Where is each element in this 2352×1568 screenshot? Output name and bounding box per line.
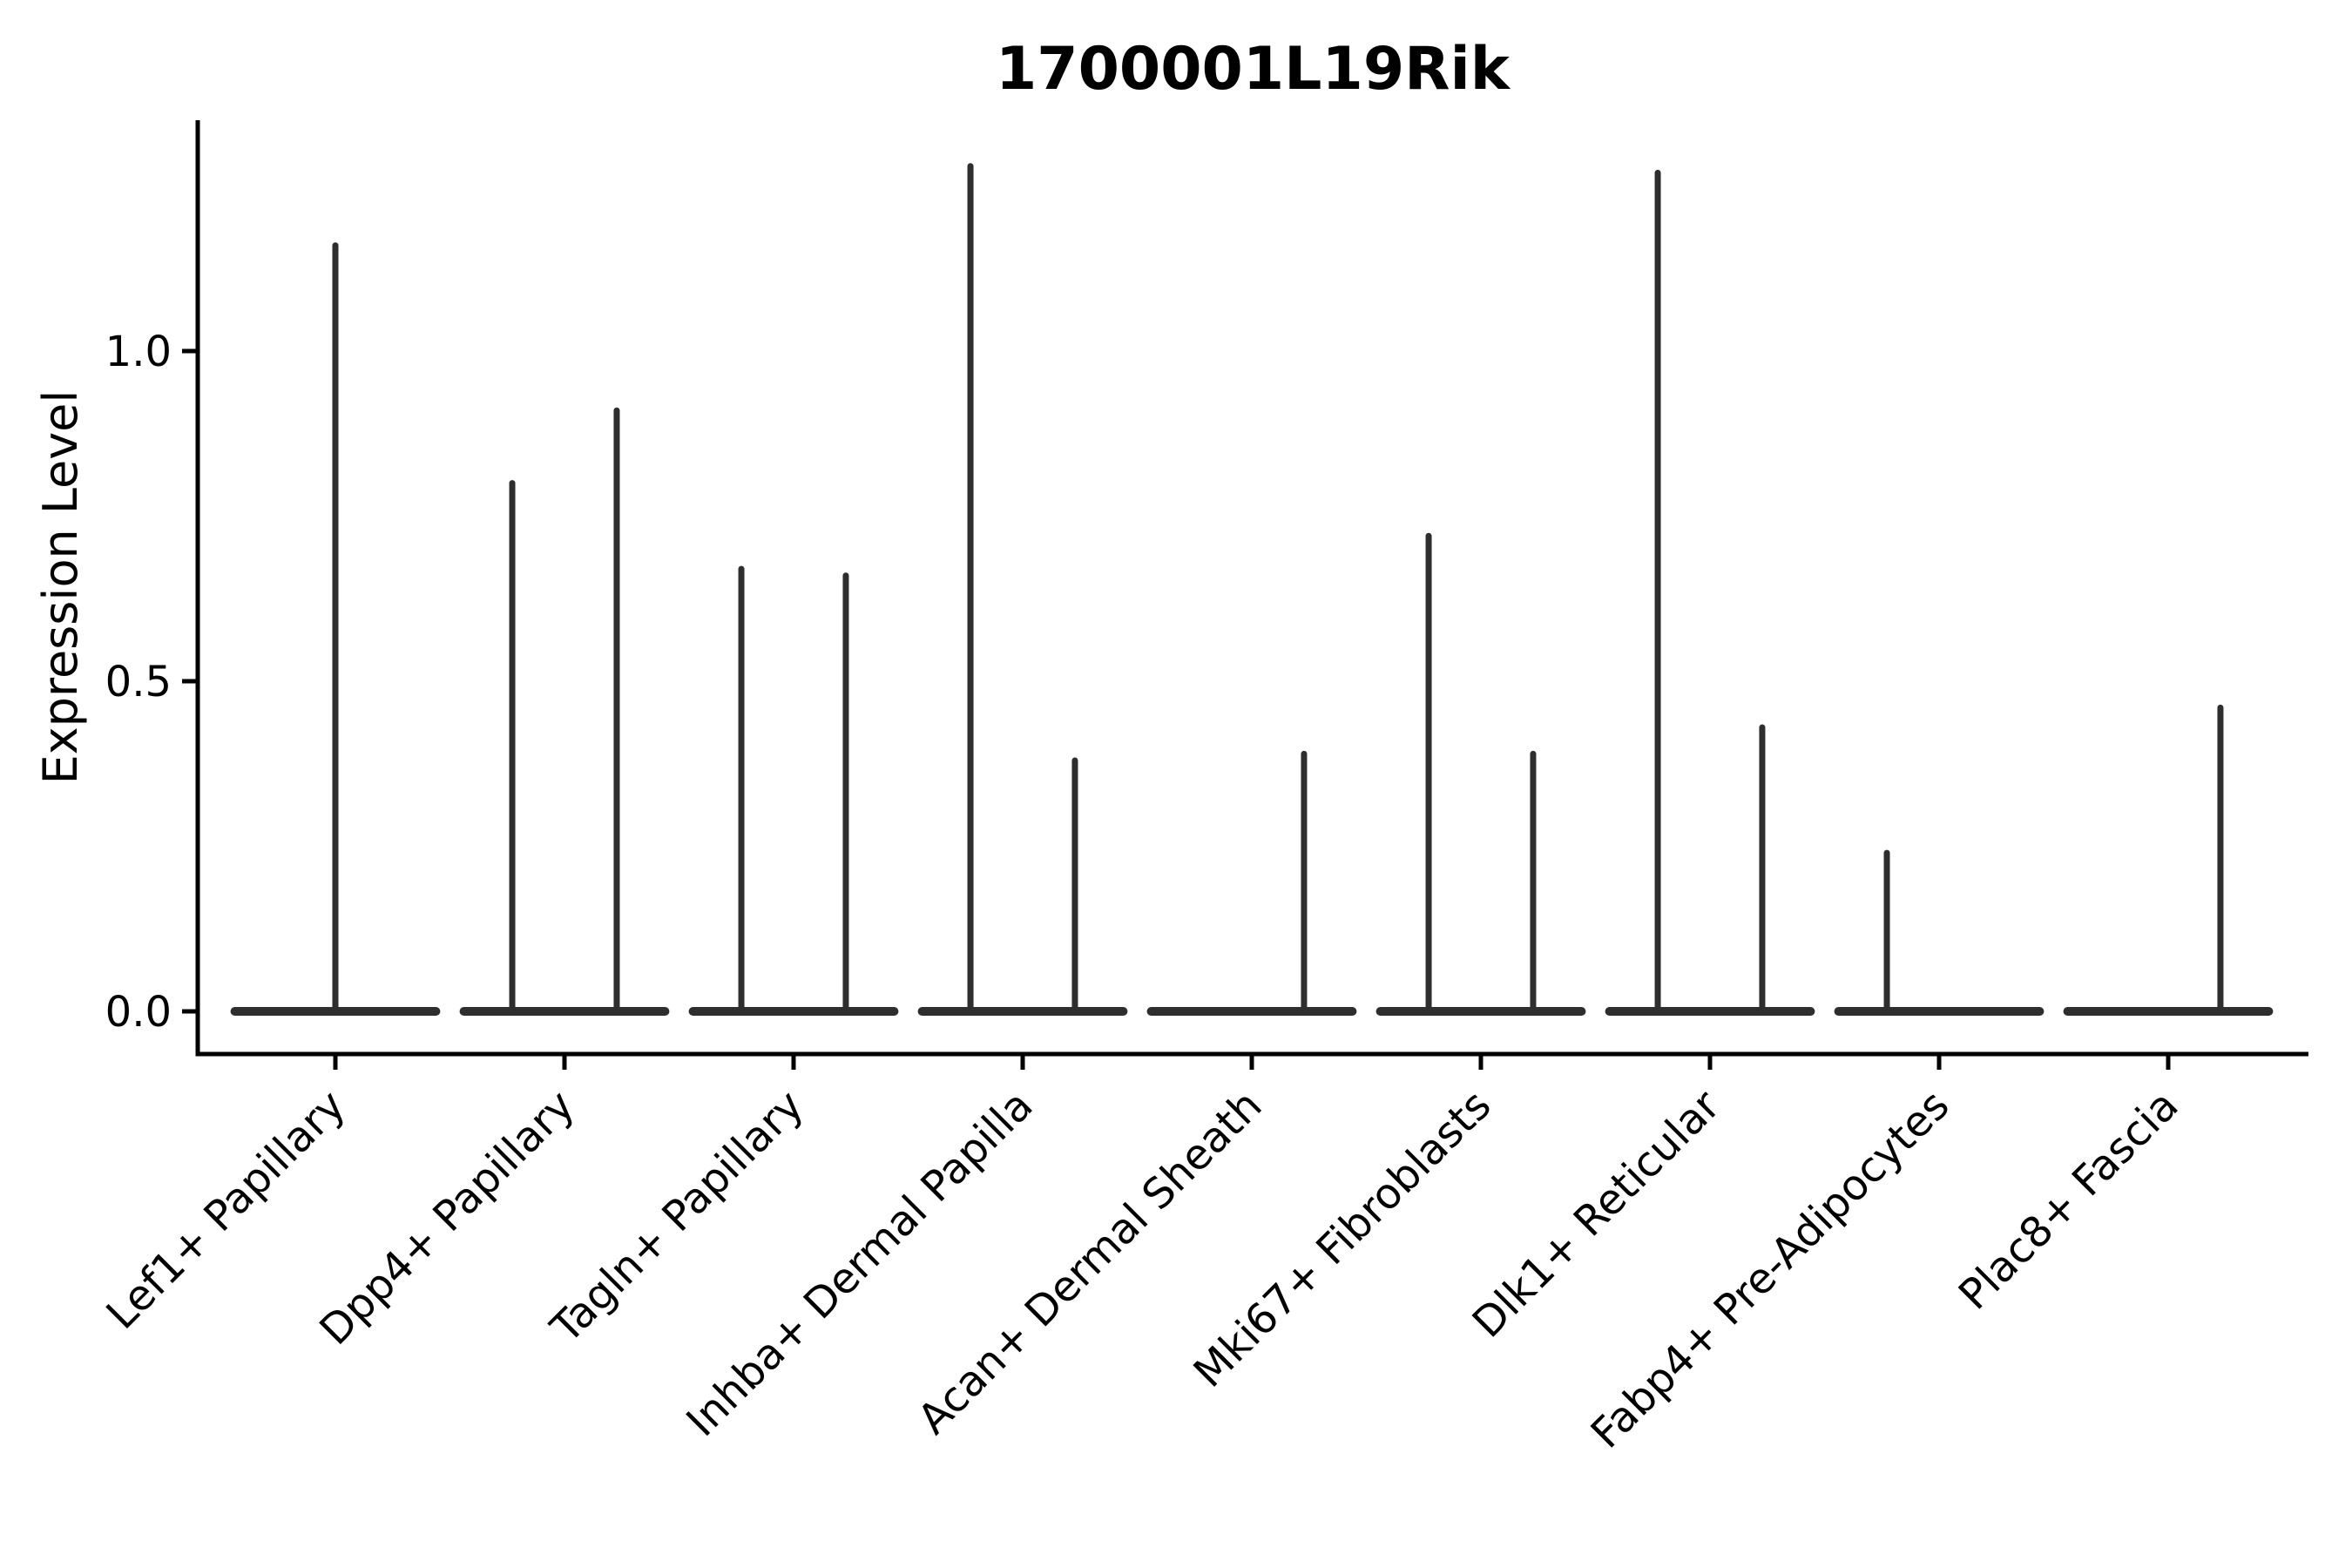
violin-base [1146, 1007, 1357, 1016]
violin [1146, 750, 1357, 1016]
violin [230, 242, 441, 1016]
y-tick-label: 0.5 [105, 658, 172, 706]
violin [2063, 704, 2274, 1016]
y-axis-ticks: 0.0 0.5 1.0 [105, 328, 198, 1037]
violin-base [688, 1007, 899, 1016]
violin [1375, 532, 1586, 1016]
violin-base [1605, 1007, 1815, 1016]
violin-base [2063, 1007, 2274, 1016]
x-tick-label: Tagln+ Papillary [541, 1081, 813, 1353]
violin-base [230, 1007, 441, 1016]
violin-base [1375, 1007, 1586, 1016]
violin [459, 407, 670, 1016]
violin-base [459, 1007, 670, 1016]
violin [1605, 169, 1815, 1016]
x-tick-label: Dlk1+ Reticular [1463, 1081, 1730, 1348]
violin-base [917, 1007, 1128, 1016]
chart-title: 1700001L19Rik [996, 35, 1511, 104]
violin [688, 565, 899, 1016]
y-axis-label: Expression Level [33, 390, 88, 785]
y-tick-label: 0.0 [105, 988, 172, 1037]
y-tick-label: 1.0 [105, 328, 172, 376]
x-tick-label: Lef1+ Papillary [98, 1081, 355, 1339]
violin-series [230, 163, 2274, 1016]
violin-base [1834, 1007, 2044, 1016]
x-tick-label: Plac8+ Fascia [1950, 1081, 2188, 1320]
violin [1834, 849, 2044, 1016]
violin [917, 163, 1128, 1016]
x-tick-label: Dpp4+ Papillary [310, 1081, 584, 1355]
